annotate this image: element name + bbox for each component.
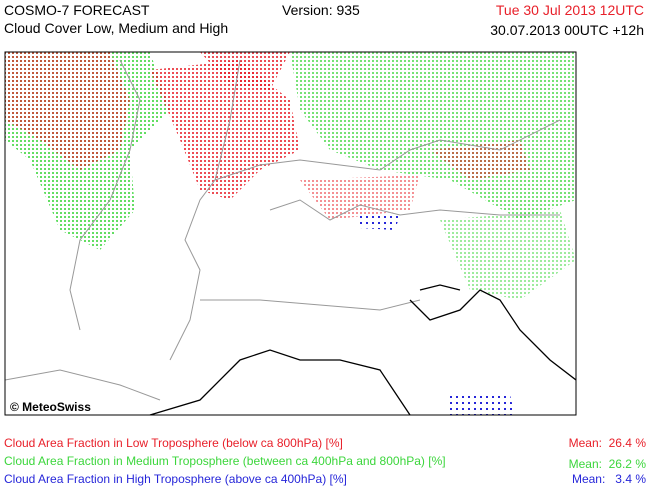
copyright: © MeteoSwiss [10,400,91,414]
run-time: 30.07.2013 00UTC +12h [490,22,644,38]
low-cloud-area [430,140,530,180]
valid-time: Tue 30 Jul 2013 12UTC [495,2,644,18]
legend-label: Cloud Area Fraction in Low Troposphere (… [4,436,343,450]
subtitle: Cloud Cover Low, Medium and High [4,20,229,36]
low-cloud-area [300,175,420,220]
low-cloud-area [150,60,300,200]
low-cloud-area [200,52,290,90]
medium-cloud-area [440,210,576,300]
version: Version: 935 [282,2,360,18]
borders [5,59,561,401]
low-cloud-area [5,52,130,170]
product-title: COSMO-7 FORECAST [4,2,150,18]
legend-mean: Mean: 3.4 % [571,472,646,486]
legend-mean: Mean: 26.4 % [568,436,646,450]
legend-label: Cloud Area Fraction in High Troposphere … [4,472,347,486]
map-frame [4,51,577,416]
coastline [149,284,576,415]
high-cloud-area [450,395,515,415]
legend-mean: Mean: 26.2 % [568,457,646,471]
cloud-fields [5,52,576,415]
high-cloud-area [360,215,400,230]
medium-cloud-area [290,52,576,220]
legend-label: Cloud Area Fraction in Medium Tropospher… [4,454,446,468]
